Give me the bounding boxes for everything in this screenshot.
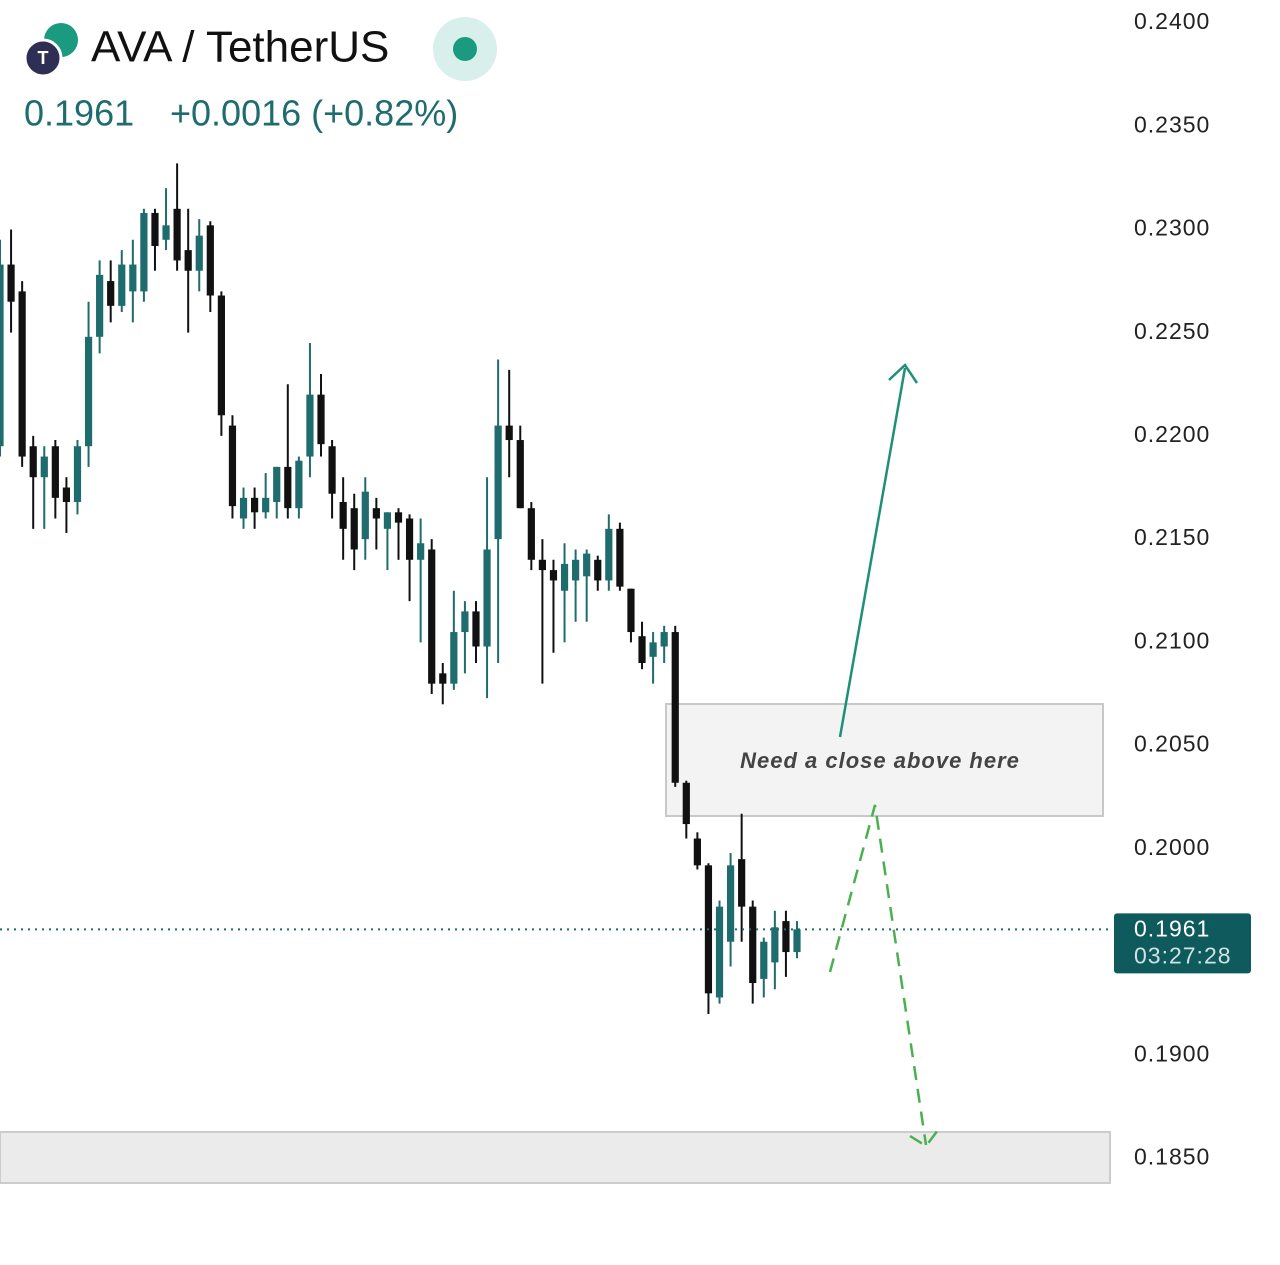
candle-body bbox=[328, 446, 336, 494]
candle-body bbox=[73, 446, 82, 502]
countdown: 03:27:28 bbox=[1134, 942, 1232, 968]
candle-body bbox=[361, 491, 369, 540]
last-price-box bbox=[1114, 913, 1251, 974]
y-tick-label: 0.2100 bbox=[1134, 627, 1210, 653]
candle-body bbox=[372, 508, 380, 519]
y-tick-label: 0.2000 bbox=[1134, 834, 1210, 860]
candle-body bbox=[295, 460, 303, 509]
candle-body bbox=[583, 553, 591, 577]
y-tick-label: 0.2350 bbox=[1134, 111, 1210, 137]
candle-body bbox=[40, 456, 48, 478]
candle-body bbox=[239, 497, 248, 519]
candle-body bbox=[84, 336, 93, 447]
candle-body bbox=[228, 425, 237, 507]
candle-body bbox=[118, 264, 126, 306]
annotation-text: Need a close above here bbox=[740, 748, 1020, 773]
candle-body bbox=[660, 632, 668, 647]
candle-body bbox=[516, 440, 524, 509]
bullish-arrow bbox=[838, 363, 919, 738]
candle-body bbox=[184, 250, 192, 271]
scenario-path bbox=[828, 804, 939, 1148]
candle-body bbox=[483, 549, 491, 647]
status-dot bbox=[453, 37, 477, 61]
candle-body bbox=[195, 235, 203, 271]
support-zone bbox=[0, 1131, 1111, 1184]
candle-body bbox=[262, 497, 270, 513]
candle-body bbox=[594, 559, 602, 581]
candle-body bbox=[151, 212, 159, 246]
candle-body bbox=[439, 673, 447, 684]
logo-letter: T bbox=[38, 48, 49, 68]
candle-body bbox=[51, 446, 59, 498]
candle-body bbox=[18, 291, 26, 457]
candle-body bbox=[250, 497, 259, 513]
candle-body bbox=[206, 225, 214, 296]
candle-body bbox=[605, 528, 613, 581]
symbol-title: AVA / TetherUS bbox=[91, 23, 389, 72]
y-tick-label: 0.2200 bbox=[1134, 421, 1210, 447]
candle-body bbox=[793, 929, 801, 953]
candle-body bbox=[461, 611, 469, 633]
candle-body bbox=[383, 512, 392, 529]
candle-body bbox=[162, 225, 170, 240]
candle-body bbox=[140, 212, 148, 292]
candle-body bbox=[671, 632, 679, 783]
candle-body bbox=[273, 466, 281, 502]
candle-body bbox=[7, 264, 15, 302]
candle-body bbox=[616, 528, 624, 587]
candle-body bbox=[527, 508, 535, 560]
y-tick-label: 0.1850 bbox=[1134, 1144, 1210, 1170]
header-change: +0.0016 (+0.82%) bbox=[170, 93, 458, 134]
candle-body bbox=[782, 921, 790, 953]
y-tick-label: 0.2050 bbox=[1134, 731, 1210, 757]
candle-body bbox=[572, 559, 580, 581]
candle-body bbox=[771, 927, 779, 963]
candle-body bbox=[549, 570, 558, 581]
candle-body bbox=[649, 642, 657, 657]
resistance-zone bbox=[665, 703, 1104, 817]
y-tick-label: 0.2400 bbox=[1134, 8, 1210, 34]
y-tick-label: 0.1900 bbox=[1134, 1040, 1210, 1066]
candle-body bbox=[738, 859, 746, 907]
candle-body bbox=[682, 782, 690, 825]
candle-body bbox=[62, 487, 71, 502]
candle-body bbox=[638, 636, 646, 664]
candle-body bbox=[749, 906, 757, 984]
header-price: 0.1961 bbox=[24, 93, 134, 134]
candle-body bbox=[317, 394, 325, 445]
y-tick-label: 0.2250 bbox=[1134, 318, 1210, 344]
candle-body bbox=[560, 563, 569, 591]
candle-body bbox=[394, 512, 403, 523]
candle-body bbox=[450, 632, 458, 684]
candle-body bbox=[428, 549, 436, 684]
candle-body bbox=[284, 466, 292, 509]
candle-body bbox=[494, 425, 502, 540]
candle-body bbox=[417, 543, 425, 560]
candle-body bbox=[405, 518, 414, 560]
candle-body bbox=[715, 906, 724, 998]
candle-body bbox=[538, 559, 547, 571]
candle-body bbox=[129, 264, 137, 292]
candle-body bbox=[173, 208, 181, 261]
candle-body bbox=[505, 425, 513, 441]
y-tick-label: 0.2150 bbox=[1134, 524, 1210, 550]
candle-body bbox=[339, 501, 347, 529]
candle-body bbox=[29, 446, 37, 478]
y-tick-label: 0.2300 bbox=[1134, 215, 1210, 241]
candle-body bbox=[627, 588, 635, 633]
candle-body bbox=[760, 941, 768, 979]
candle-body bbox=[726, 865, 735, 942]
candle-body bbox=[0, 264, 4, 447]
logo-front bbox=[23, 38, 63, 78]
candle-body bbox=[693, 838, 701, 866]
candle-body bbox=[472, 611, 480, 647]
candle-body bbox=[350, 508, 358, 550]
last-price-label: 0.1961 bbox=[1134, 915, 1210, 941]
candle-body bbox=[107, 281, 115, 306]
candle-body bbox=[306, 394, 314, 457]
candle-body bbox=[217, 295, 225, 416]
candle-body bbox=[96, 274, 104, 337]
